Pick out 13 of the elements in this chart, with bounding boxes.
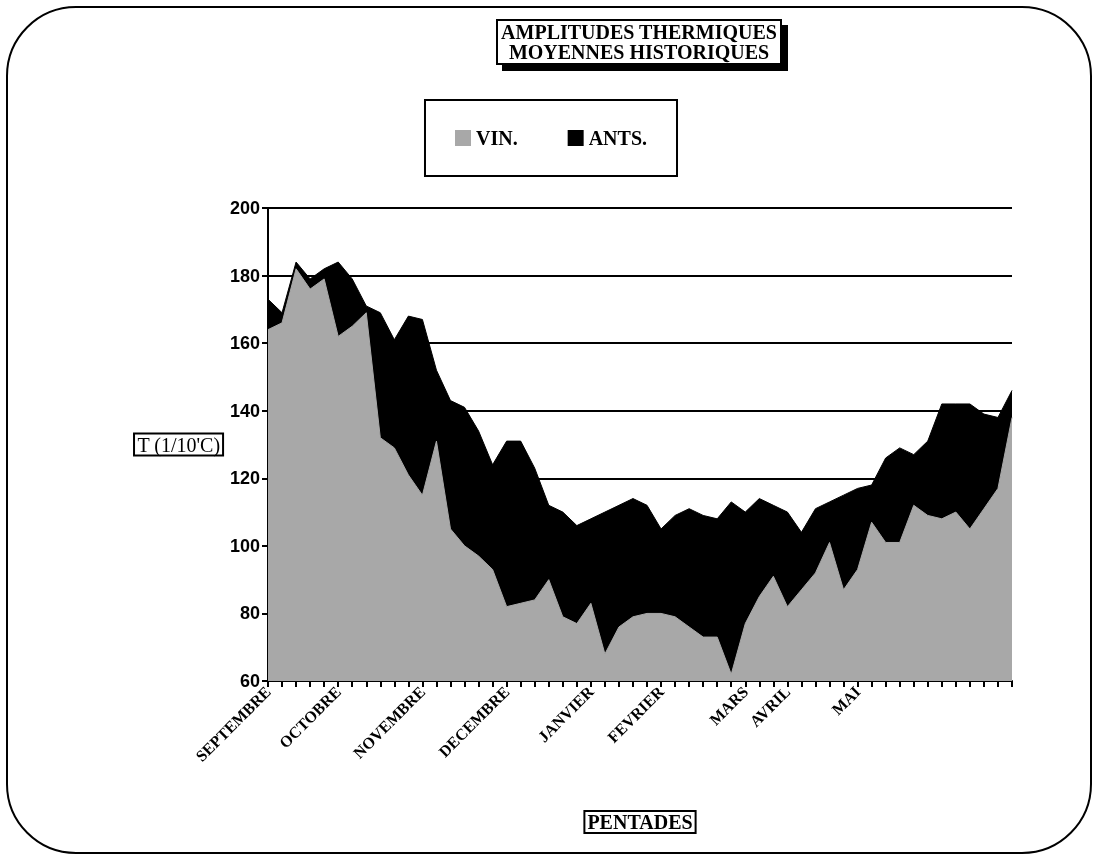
y-tick-label: 160	[229, 333, 260, 354]
y-tick-label: 60	[239, 671, 260, 691]
y-tick-label: 140	[229, 400, 260, 421]
y-tick-label: 120	[229, 468, 260, 489]
legend-label: ANTS.	[588, 127, 648, 149]
y-tick-label: 180	[229, 265, 260, 286]
y-tick-label: 80	[239, 603, 260, 624]
x-axis-title: PENTADES	[587, 811, 693, 833]
y-axis-title: T (1/10'C)	[137, 433, 221, 457]
y-tick-label: 100	[229, 535, 260, 556]
y-tick-label: 200	[229, 198, 260, 218]
legend-label: VIN.	[475, 127, 518, 149]
chart-title: AMPLITUDES THERMIQUES MOYENNES HISTORIQUES	[501, 21, 777, 63]
